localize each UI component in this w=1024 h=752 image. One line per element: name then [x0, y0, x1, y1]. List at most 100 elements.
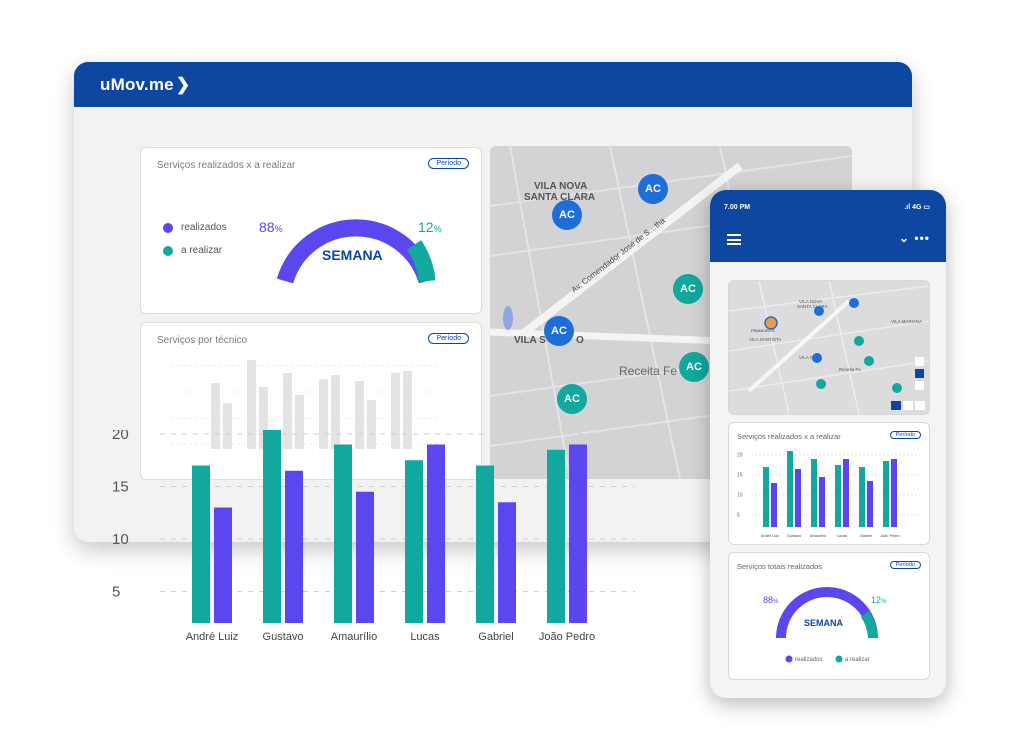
- map-label: VILA SANTISTA: [749, 337, 781, 342]
- gauge-center-label: SEMANA: [804, 618, 844, 628]
- bar: [285, 470, 303, 623]
- bar: [811, 459, 817, 527]
- card-title: Serviços realizados x a realizar: [157, 160, 296, 171]
- map-label: FRANCISCO: [751, 328, 775, 333]
- map-label: VILA S: [514, 335, 546, 346]
- x-tick-label: Gustavo: [787, 534, 801, 538]
- x-tick-label: André Luiz: [761, 534, 779, 538]
- bar: [843, 459, 849, 527]
- map-label: O: [576, 335, 584, 346]
- legend-label: a realizar: [845, 657, 870, 663]
- street-label: Av. Comendador José de S…tha: [570, 216, 668, 295]
- phone-header: 7.00 PM .ıl 4G ▭ ⌄ •••: [710, 190, 946, 262]
- bar: [547, 449, 565, 623]
- gauge-left-value: 88%: [763, 595, 779, 605]
- map-marker-ac[interactable]: AC: [679, 352, 709, 382]
- map-marker-ac[interactable]: AC: [673, 274, 703, 304]
- x-tick-label: João Pedro: [539, 631, 595, 643]
- y-tick-label: 5: [112, 584, 120, 601]
- bar: [498, 502, 516, 623]
- card-title: Serviços totais realizados: [737, 562, 823, 571]
- services-gauge-card: Serviços realizados x a realizar Período…: [140, 147, 482, 314]
- teal-dot-icon: [163, 245, 173, 256]
- map-marker-ac[interactable]: AC: [544, 316, 574, 346]
- phone-bar-chart: 20 15 10 5 André Luiz Gustavo Amaurílio Lucas G…: [737, 451, 919, 538]
- gauge-right-value: 12%: [871, 595, 887, 605]
- app-header: uMov.me ❯: [74, 62, 912, 107]
- legend-label: realizados: [181, 222, 227, 233]
- app-logo[interactable]: uMov.me ❯: [100, 74, 191, 94]
- bar: [835, 465, 841, 527]
- phone-mockup: 7.00 PM .ıl 4G ▭ ⌄ ••• VILA NOVA SANTA C…: [710, 190, 946, 698]
- bar: [427, 444, 445, 623]
- bar: [192, 465, 210, 623]
- phone-semana-gauge: SEMANA 88% 12% realizados a realizar: [763, 587, 887, 663]
- bar: [214, 507, 232, 623]
- status-signal: .ıl 4G ▭: [904, 204, 930, 211]
- x-tick-label: Gabriel: [478, 631, 513, 643]
- period-button[interactable]: Período: [428, 333, 469, 344]
- map-marker-ac[interactable]: AC: [552, 200, 582, 230]
- bar: [867, 481, 873, 527]
- more-options-icon[interactable]: ⌄ •••: [899, 231, 930, 245]
- bar: [819, 477, 825, 527]
- legend-label: realizados: [795, 657, 822, 663]
- semana-gauge: SEMANA 88% 12%: [259, 219, 442, 284]
- y-tick-label: 15: [112, 479, 129, 496]
- bar: [334, 444, 352, 623]
- y-tick-label: 15: [737, 473, 743, 479]
- bar: [883, 461, 889, 527]
- map-label: VILA SA: [799, 355, 816, 360]
- x-tick-label: Amaurílio: [810, 534, 826, 538]
- services-by-tech-card: Serviços por técnico Período: [140, 322, 482, 480]
- map-label: Receita Fe: [839, 367, 861, 372]
- y-tick-label: 5: [737, 513, 740, 519]
- menu-icon[interactable]: [727, 234, 741, 245]
- bar: [763, 467, 769, 527]
- bar: [263, 430, 281, 623]
- phone-total-services-card: Serviços totais realizados Período SEMAN…: [728, 552, 930, 680]
- gauge-center-label: SEMANA: [322, 247, 383, 263]
- purple-dot-icon: [163, 222, 173, 233]
- map-marker-ac[interactable]: AC: [638, 174, 668, 204]
- logo-chevron-icon: ❯: [175, 74, 191, 94]
- map-label: Receita Fe: [619, 364, 677, 378]
- y-tick-label: 20: [737, 453, 743, 459]
- phone-map[interactable]: VILA NOVA SANTA CLARA VILA MARIANA VILA …: [728, 280, 930, 415]
- bar: [891, 459, 897, 527]
- map-label: VILA MARIANA: [891, 319, 922, 324]
- map-marker-ac[interactable]: AC: [557, 384, 587, 414]
- map-label: VILA NOVA: [799, 299, 822, 304]
- bar: [356, 491, 374, 623]
- bar: [405, 460, 423, 623]
- bar: [859, 467, 865, 527]
- period-button[interactable]: Período: [889, 561, 921, 569]
- x-tick-label: Gustavo: [263, 631, 304, 643]
- y-tick-label: 10: [112, 531, 129, 548]
- bar: [476, 465, 494, 623]
- map-label: SANTA CLARA: [524, 192, 595, 203]
- x-tick-label: Gabriel: [860, 534, 872, 538]
- bar: [787, 451, 793, 527]
- gauge-right-value: 12%: [418, 219, 442, 235]
- status-time: 7.00 PM: [724, 204, 751, 211]
- period-button[interactable]: Período: [889, 431, 921, 439]
- bar: [771, 483, 777, 527]
- card-title: Serviços por técnico: [157, 335, 248, 346]
- period-button[interactable]: Período: [428, 158, 469, 169]
- gauge-left-value: 88%: [259, 219, 283, 235]
- phone-map-markers: [764, 298, 902, 393]
- y-tick-label: 10: [737, 493, 743, 499]
- x-tick-label: Lucas: [410, 631, 440, 643]
- x-tick-label: André Luiz: [186, 631, 239, 643]
- faded-bar-chart: [171, 360, 441, 449]
- phone-services-card: Serviços realizados x a realizar Período…: [728, 422, 930, 545]
- map-label: SANTA CLARA: [797, 304, 828, 309]
- bar: [795, 469, 801, 527]
- y-tick-label: 20: [112, 430, 129, 443]
- x-tick-label: João Pedro: [880, 534, 899, 538]
- x-tick-label: Amaurílio: [331, 631, 377, 643]
- legend-a-realizar: a realizar: [163, 245, 222, 256]
- overlay-bar-chart: 20 15 10 5 André Luiz Gustavo Amaurílio Lucas G…: [112, 430, 635, 643]
- bar: [569, 444, 587, 623]
